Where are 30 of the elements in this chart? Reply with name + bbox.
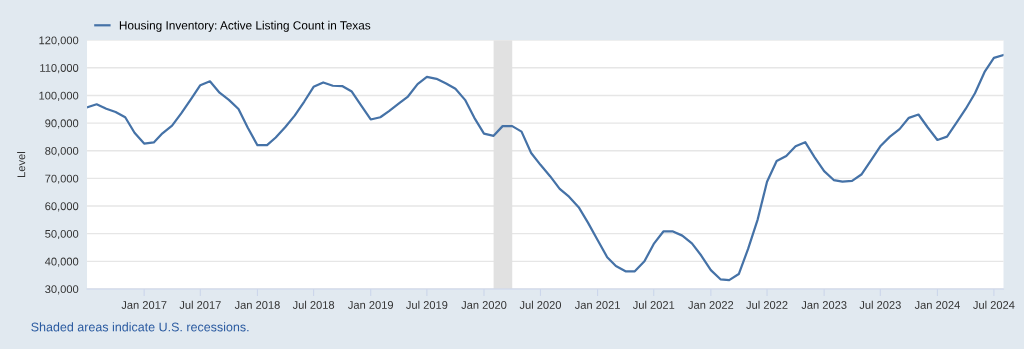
- y-tick-label: 30,000: [45, 285, 79, 295]
- y-tick-label: 60,000: [45, 202, 79, 212]
- y-tick-label: 100,000: [39, 91, 79, 101]
- x-tick-label: Jan 2018: [234, 301, 280, 309]
- y-tick-label: 70,000: [45, 174, 79, 184]
- y-tick-label: 120,000: [39, 36, 79, 46]
- x-tick-label: Jul 2024: [973, 300, 1015, 309]
- x-tick-label: Jul 2021: [632, 300, 675, 309]
- x-tick-label: Jul 2023: [859, 300, 901, 309]
- x-tick-label: Jan 2021: [574, 301, 620, 309]
- x-tick-label: Jul 2020: [519, 300, 562, 309]
- x-tick-label: Jan 2019: [348, 301, 394, 309]
- x-tick-label: Jul 2022: [746, 300, 788, 309]
- y-tick-label: 110,000: [40, 64, 79, 74]
- x-tick-label: Jul 2019: [406, 300, 448, 309]
- x-tick-label: Jan 2022: [688, 301, 734, 309]
- x-tick-label: Jan 2023: [801, 301, 847, 309]
- legend-label: Housing Inventory: Active Listing Count in Texas: [119, 20, 371, 32]
- y-tick-label: 90,000: [45, 119, 79, 129]
- x-tick-label: Jan 2020: [461, 301, 507, 309]
- x-tick-label: Jan 2024: [914, 301, 960, 309]
- y-tick-label: 50,000: [45, 229, 79, 240]
- text: Shaded areas indicate U.S. recessions.: [31, 322, 249, 332]
- x-tick-label: Jul 2018: [292, 300, 335, 309]
- x-tick-label: Jan 2017: [121, 301, 167, 309]
- y-axis-title: Level: [17, 152, 26, 177]
- y-tick-label: 80,000: [45, 147, 79, 157]
- x-tick-label: Jul 2017: [179, 300, 221, 309]
- y-tick-label: 40,000: [44, 257, 79, 267]
- line-series: [87, 53, 1004, 282]
